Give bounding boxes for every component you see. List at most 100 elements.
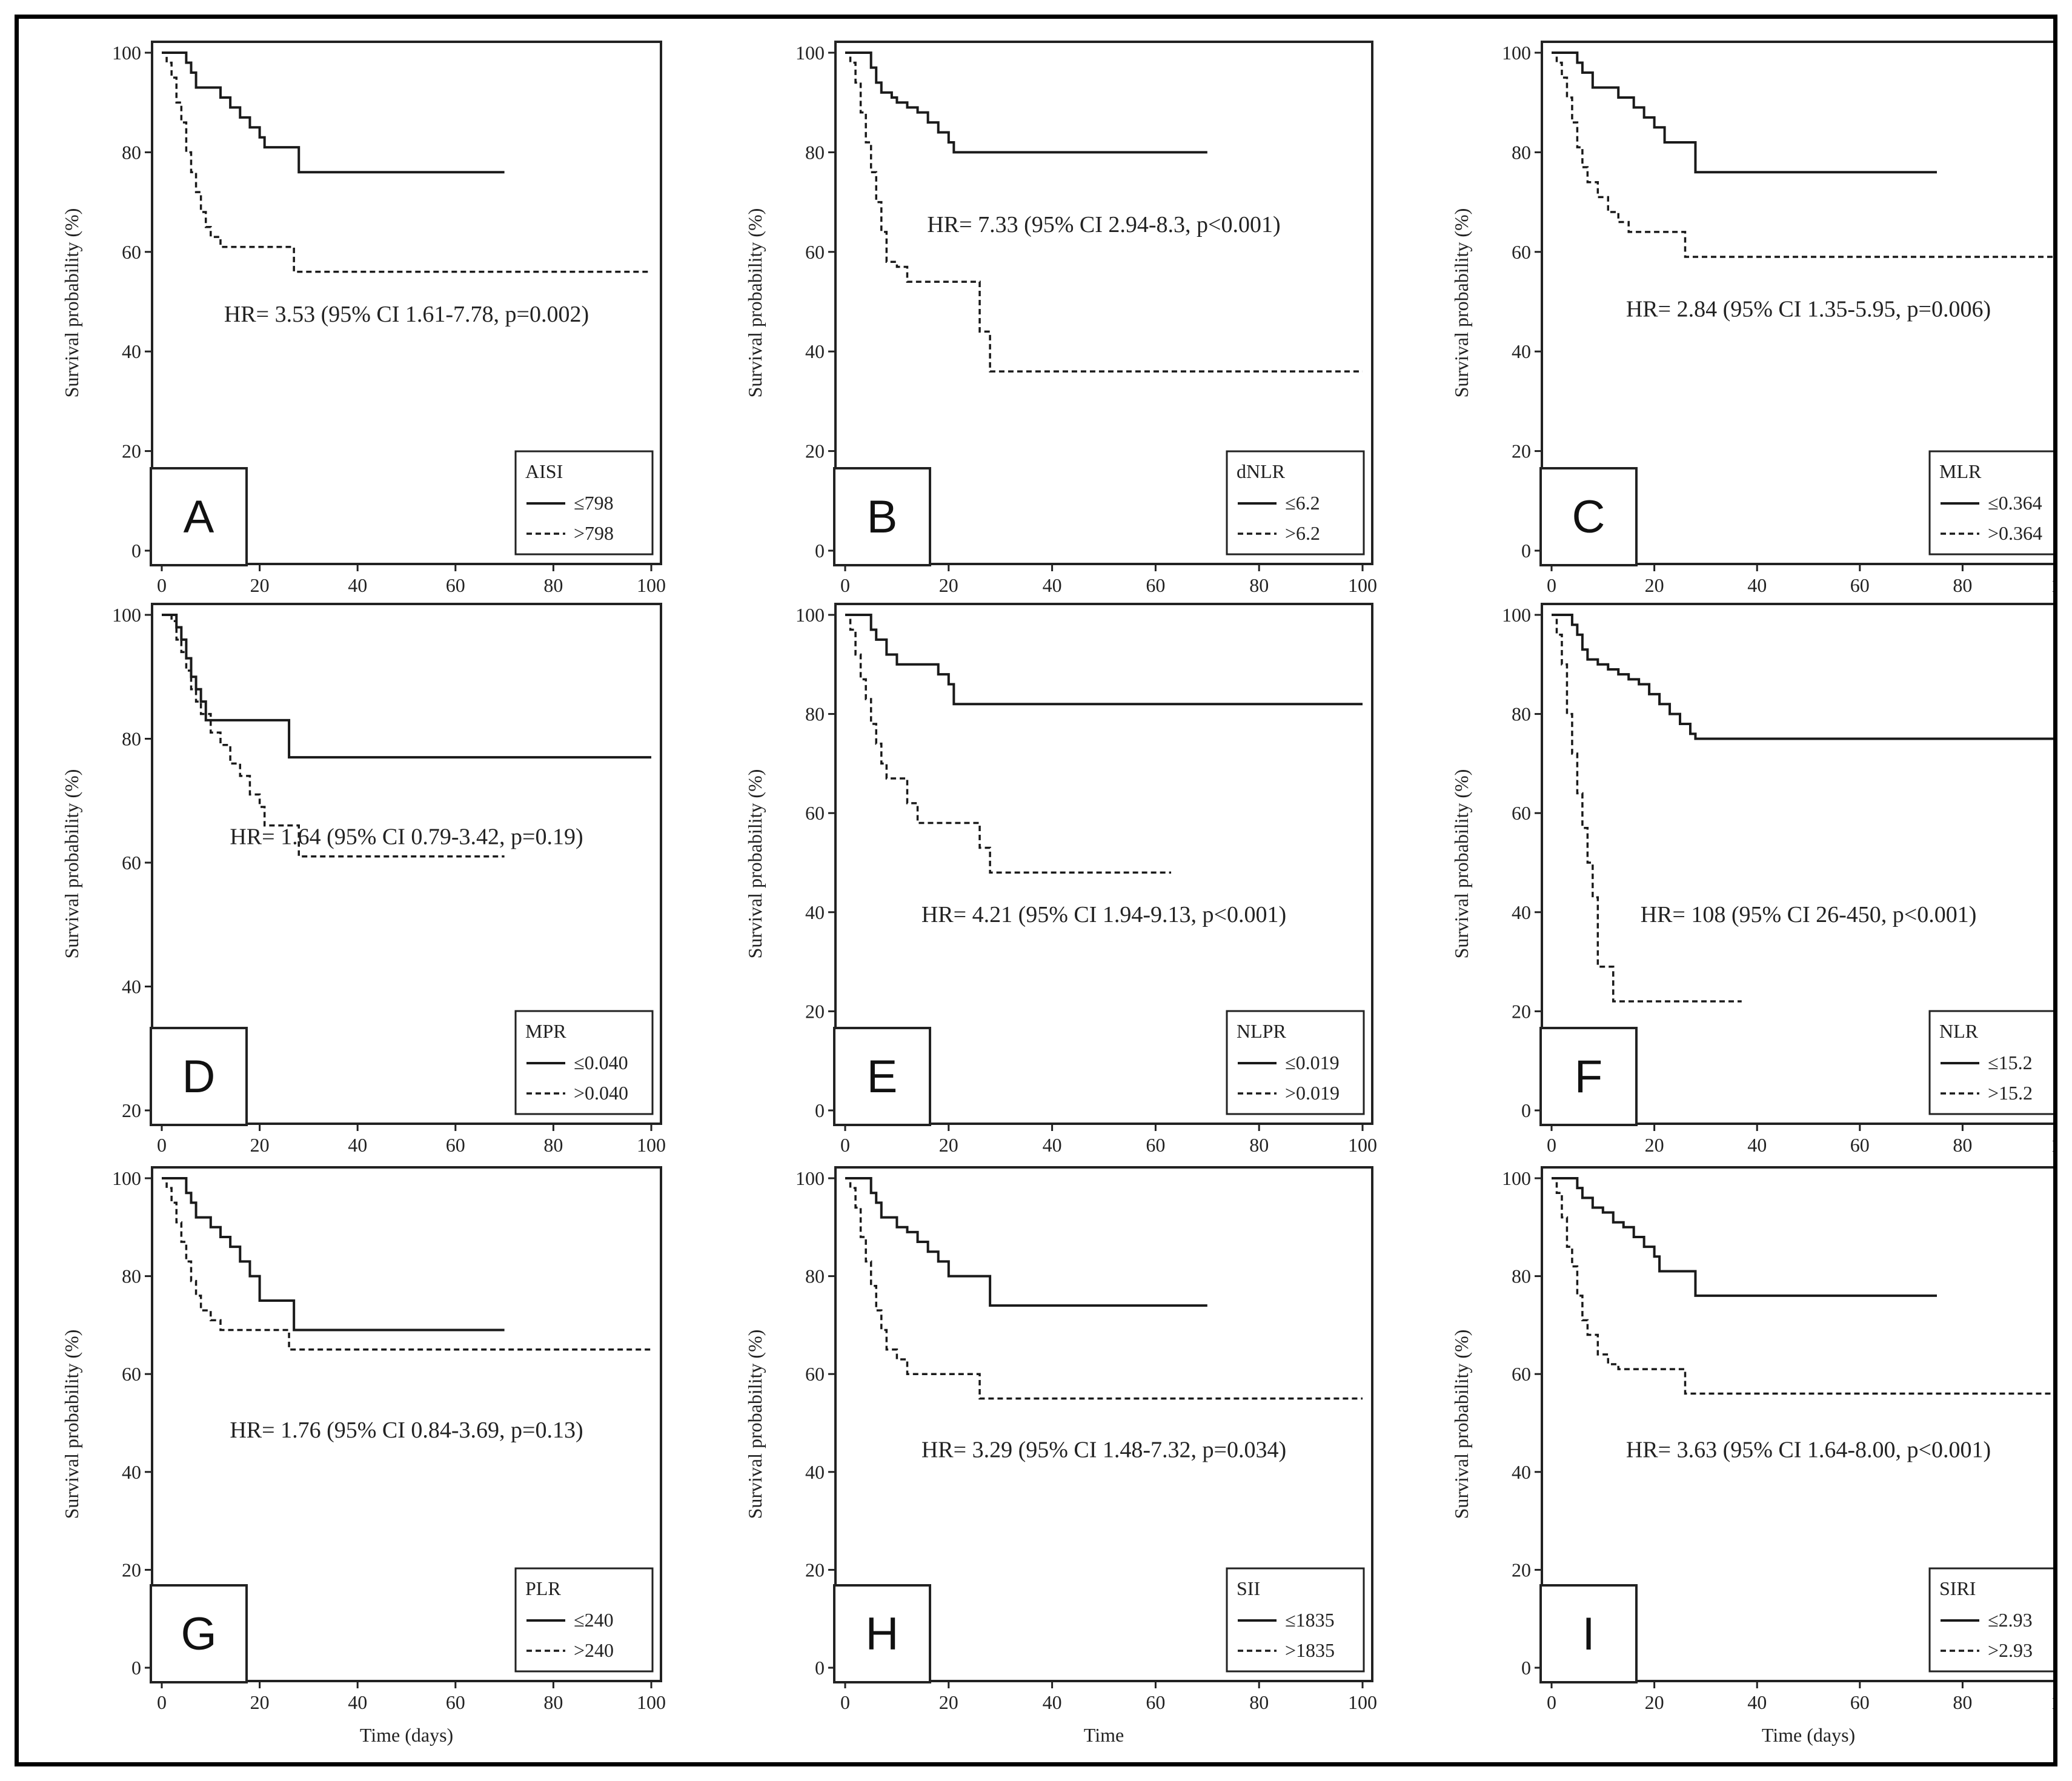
x-tick-label: 60: [1850, 1134, 1870, 1156]
chart-panel-d: 0 20 40 60 80 100 20 40 60 80 100 Survival probabil…: [61, 603, 666, 1156]
y-tick-label: 60: [1512, 1363, 1531, 1385]
chart-panel-b: 0 20 40 60 80 100 0 20 40 60 80 100 Survival probabi…: [744, 41, 1377, 596]
x-tick-label: 20: [1645, 574, 1664, 596]
x-tick-label: 20: [939, 574, 958, 596]
chart-panel-c: 0 20 40 60 80 100 0 20 40 60 80 100 Survival probabi…: [1450, 41, 2053, 596]
x-tick-label: 0: [840, 1691, 850, 1713]
chart-panel-i: 0 20 40 60 80 100 0 20 40 60 80 100 Survival probabi…: [1450, 1166, 2053, 1746]
legend-entry-label: ≤15.2: [1988, 1052, 2033, 1073]
y-tick-label: 80: [1512, 1265, 1531, 1287]
legend-entry-label: >2.93: [1988, 1639, 2033, 1661]
y-tick-label: 40: [1512, 901, 1531, 923]
x-tick-label: 80: [1953, 1134, 1972, 1156]
x-tick-label: 80: [1953, 574, 1972, 596]
legend-title: SIRI: [1939, 1577, 1976, 1599]
x-tick-label: 60: [1850, 1691, 1870, 1713]
series-line-low: [1552, 1177, 1937, 1297]
y-tick-label: 40: [1512, 1461, 1531, 1483]
y-tick-label: 80: [1512, 141, 1531, 163]
panel-letter-box: [833, 1584, 931, 1683]
legend-entry-label: ≤0.019: [1285, 1052, 1340, 1073]
series-line-low: [845, 1177, 1207, 1307]
plot-frame: [834, 41, 1373, 565]
legend-entry-label: ≤240: [574, 1609, 614, 1631]
y-tick-label: 60: [122, 241, 141, 263]
series-line-high: [1552, 1177, 2053, 1395]
x-tick-label: 0: [157, 1691, 167, 1713]
y-tick-label: 40: [122, 1461, 141, 1483]
legend-entry-label: ≤6.2: [1285, 492, 1320, 514]
y-tick-label: 100: [795, 42, 825, 64]
y-tick-label: 100: [1502, 42, 1531, 64]
y-tick-label: 60: [805, 241, 825, 263]
y-tick-label: 80: [122, 728, 141, 750]
panel-letter-box: [1539, 1584, 1638, 1683]
y-tick-label: 0: [1521, 1099, 1531, 1121]
x-tick-label: 100: [2051, 1691, 2053, 1713]
x-axis-title: Time: [1084, 1724, 1124, 1746]
series-line-low: [1552, 614, 2053, 740]
series-line-high: [1552, 51, 2053, 258]
y-tick-label: 100: [1502, 604, 1531, 626]
x-tick-label: 100: [637, 574, 666, 596]
legend-entry-label: ≤2.93: [1988, 1609, 2033, 1631]
panel-letter: F: [1575, 1051, 1602, 1103]
series-line-low: [162, 1177, 505, 1332]
x-tick-label: 60: [1146, 574, 1165, 596]
x-tick-label: 100: [2051, 574, 2053, 596]
x-tick-label: 80: [543, 1134, 563, 1156]
x-tick-label: 40: [348, 1134, 367, 1156]
chart-panel-f: 0 20 40 60 80 100 0 20 40 60 80 100 Survival probabi…: [1450, 603, 2053, 1156]
panel-letter: D: [182, 1051, 216, 1103]
y-axis-title: Survival probability (%): [1450, 769, 1472, 959]
panel-letter: G: [181, 1608, 216, 1660]
x-tick-label: 60: [446, 1134, 465, 1156]
x-tick-label: 40: [1043, 574, 1062, 596]
y-axis-title: Survival probability (%): [61, 1330, 82, 1519]
x-tick-label: 80: [543, 1691, 563, 1713]
legend-title: MLR: [1939, 460, 1982, 482]
x-tick-label: 60: [1850, 574, 1870, 596]
panel-letter-box: [1539, 467, 1638, 566]
chart-canvas: 0 20 40 60 80 100 0 20 40 60 80 100 Survival probabi…: [61, 41, 2053, 1746]
y-tick-label: 0: [131, 540, 141, 562]
panel-letter-box: [150, 1584, 248, 1683]
legend-title: PLR: [525, 1577, 561, 1599]
x-tick-label: 40: [1747, 1134, 1767, 1156]
hazard-ratio-annotation: HR= 3.63 (95% CI 1.64-8.00, p<0.001): [1626, 1438, 1991, 1463]
x-tick-label: 0: [157, 1134, 167, 1156]
x-tick-label: 40: [1747, 574, 1767, 596]
legend-title: AISI: [525, 460, 563, 482]
x-tick-label: 60: [1146, 1134, 1165, 1156]
x-tick-label: 20: [1645, 1134, 1664, 1156]
y-tick-label: 80: [122, 1265, 141, 1287]
x-tick-label: 100: [1348, 1691, 1377, 1713]
y-tick-label: 60: [1512, 241, 1531, 263]
legend-entry-label: >798: [574, 522, 614, 544]
x-tick-label: 0: [1547, 1134, 1556, 1156]
figure-frame: 0 20 40 60 80 100 0 20 40 60 80 100 Survival probabi…: [15, 15, 2057, 1766]
x-tick-label: 20: [250, 1691, 270, 1713]
y-axis-title: Survival probability (%): [1450, 208, 1472, 398]
y-tick-label: 40: [1512, 340, 1531, 362]
panel-letter: A: [184, 491, 214, 543]
x-tick-label: 20: [250, 1134, 270, 1156]
x-tick-label: 60: [1146, 1691, 1165, 1713]
y-tick-label: 20: [805, 1559, 825, 1580]
y-tick-label: 100: [795, 604, 825, 626]
x-tick-label: 100: [2051, 1134, 2053, 1156]
x-tick-label: 100: [637, 1691, 666, 1713]
legend-entry-label: ≤0.040: [574, 1052, 628, 1073]
panel-letter-box: [150, 467, 248, 566]
x-axis-title: Time (days): [1762, 1724, 1855, 1746]
y-tick-label: 80: [805, 1265, 825, 1287]
y-tick-label: 20: [1512, 1559, 1531, 1580]
chart-panel-e: 0 20 40 60 80 100 0 20 40 60 80 100 Survival probabi…: [744, 603, 1377, 1156]
panel-letter: I: [1582, 1608, 1595, 1660]
series-line-low: [845, 614, 1363, 706]
series-line-high: [162, 1177, 651, 1351]
panel-letter: E: [867, 1051, 898, 1103]
series-line-low: [162, 51, 505, 174]
x-tick-label: 0: [1547, 574, 1556, 596]
legend-entry-label: ≤0.364: [1988, 492, 2042, 514]
